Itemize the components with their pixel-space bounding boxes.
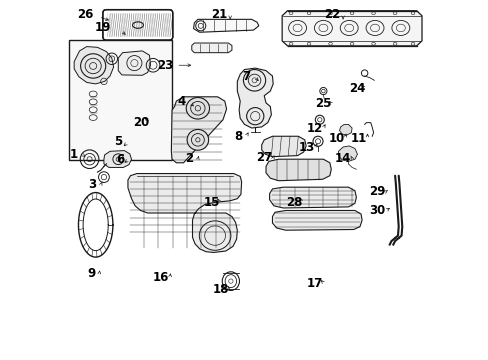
Text: 13: 13 [298, 140, 314, 153]
Text: 16: 16 [153, 271, 169, 284]
FancyBboxPatch shape [102, 10, 172, 40]
Text: 25: 25 [315, 98, 331, 111]
Text: 21: 21 [211, 8, 227, 21]
Polygon shape [237, 68, 273, 128]
Text: 12: 12 [305, 122, 322, 135]
Polygon shape [128, 174, 241, 252]
Text: 24: 24 [348, 82, 365, 95]
Text: 10: 10 [328, 131, 344, 145]
Polygon shape [191, 43, 231, 53]
Polygon shape [261, 136, 305, 157]
Polygon shape [171, 97, 226, 163]
Text: 17: 17 [306, 277, 323, 290]
Text: 28: 28 [285, 196, 302, 209]
Text: 5: 5 [114, 135, 122, 148]
Polygon shape [282, 11, 421, 46]
Text: 27: 27 [256, 151, 272, 164]
Text: 30: 30 [368, 204, 385, 217]
Polygon shape [339, 125, 351, 135]
Polygon shape [74, 46, 113, 84]
Bar [69, 40, 171, 160]
Polygon shape [269, 187, 356, 208]
Text: 20: 20 [133, 116, 149, 129]
Text: 23: 23 [157, 59, 173, 72]
Polygon shape [118, 51, 150, 75]
Text: 6: 6 [116, 153, 124, 166]
Ellipse shape [186, 98, 209, 119]
Polygon shape [272, 211, 362, 230]
Polygon shape [265, 159, 330, 181]
Text: 7: 7 [242, 69, 250, 82]
Text: 19: 19 [95, 22, 111, 35]
Polygon shape [193, 19, 258, 32]
Polygon shape [104, 150, 131, 167]
Text: 8: 8 [234, 130, 242, 144]
Text: 2: 2 [184, 152, 193, 165]
Ellipse shape [187, 130, 208, 150]
Text: 9: 9 [87, 267, 95, 280]
Text: 29: 29 [368, 185, 385, 198]
Text: 15: 15 [203, 196, 219, 209]
Text: 11: 11 [350, 131, 366, 145]
Text: 18: 18 [212, 283, 228, 296]
Text: 3: 3 [88, 178, 96, 191]
Text: 22: 22 [324, 8, 340, 21]
Polygon shape [338, 146, 357, 161]
Text: 14: 14 [334, 152, 350, 165]
Text: 4: 4 [177, 95, 185, 108]
Text: 26: 26 [77, 8, 93, 21]
Text: 1: 1 [70, 148, 78, 161]
